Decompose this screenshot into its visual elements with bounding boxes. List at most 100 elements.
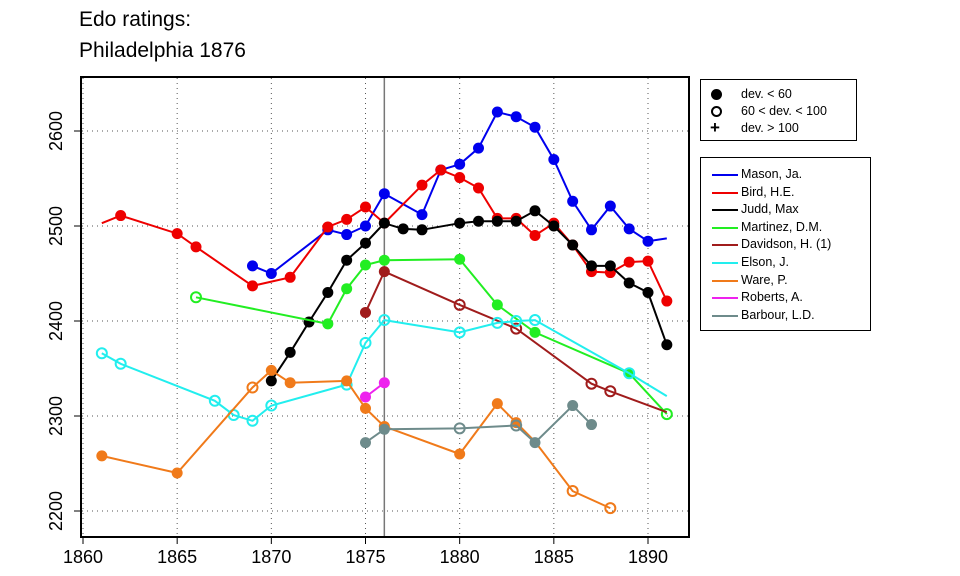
data-point-1-4: [247, 280, 258, 292]
legend-swatch: [712, 174, 738, 176]
data-point-0-16: [604, 200, 616, 212]
data-point-3-5: [454, 253, 466, 265]
data-point-0-13: [548, 154, 560, 165]
data-point-6-12: [566, 485, 579, 498]
series-4: [360, 266, 668, 414]
series-7: [360, 377, 390, 403]
data-point-0-1: [265, 268, 277, 279]
y-tick-label-2600: 2600: [46, 111, 66, 151]
plus-marker-icon: +: [710, 118, 720, 137]
data-point-0-17: [623, 223, 635, 235]
chart-title-line2: Philadelphia 1876: [79, 39, 246, 62]
legend-label: Mason, Ja.: [741, 167, 803, 181]
series-line-3: [195, 258, 668, 415]
data-point-0-12: [529, 121, 541, 133]
legend-label: Judd, Max: [741, 202, 799, 217]
data-point-8-0: [360, 437, 371, 449]
data-point-2-6: [378, 217, 390, 229]
data-point-6-1: [171, 467, 183, 479]
data-point-3-1: [322, 318, 334, 330]
legend-swatch: [712, 262, 738, 264]
data-point-2-7: [397, 223, 409, 235]
legend-label: Roberts, A.: [741, 290, 803, 305]
data-point-0-3: [341, 229, 353, 241]
data-point-2-20: [661, 339, 673, 351]
data-point-1-22: [642, 255, 654, 267]
data-point-2-19: [642, 287, 654, 298]
data-point-5-0: [95, 347, 108, 360]
data-point-0-5: [378, 188, 390, 200]
data-point-1-6: [322, 221, 334, 233]
data-point-1-1: [115, 210, 127, 222]
legend-swatch: [712, 191, 738, 194]
data-point-0-6: [416, 209, 428, 221]
legend-label: Bird, H.E.: [741, 184, 795, 199]
data-point-6-3: [265, 364, 277, 376]
filled-circle-icon: [711, 89, 722, 100]
data-point-4-5: [604, 385, 617, 398]
legend-swatch: [712, 209, 738, 212]
data-point-4-2: [453, 298, 466, 311]
legend-label: Barbour, L.D.: [741, 307, 815, 322]
legend-swatch: [712, 279, 738, 282]
data-point-6-9: [491, 398, 503, 410]
data-point-2-16: [586, 260, 597, 272]
data-point-1-3: [190, 241, 202, 253]
data-point-0-0: [247, 260, 258, 272]
data-point-1-13: [473, 182, 484, 194]
x-tick-label-1890: 1890: [628, 547, 668, 567]
data-point-0-10: [491, 106, 503, 118]
series-5: [95, 314, 668, 427]
data-point-8-3: [510, 419, 523, 432]
data-point-6-0: [96, 450, 108, 462]
data-point-1-10: [416, 179, 428, 191]
data-point-3-7: [529, 326, 541, 338]
legend-swatch: [712, 226, 738, 229]
data-point-6-5: [341, 375, 353, 387]
data-point-0-4: [360, 220, 371, 232]
data-point-2-2: [303, 316, 315, 328]
data-point-8-1: [378, 423, 390, 435]
data-point-2-13: [529, 205, 541, 217]
legend-label: Ware, P.: [741, 272, 788, 287]
data-point-1-2: [171, 228, 183, 240]
data-point-0-9: [473, 142, 484, 154]
legend-label: Martinez, D.M.: [741, 219, 823, 234]
series-3: [190, 253, 673, 421]
data-point-6-4: [284, 377, 296, 389]
legend-label: Elson, J.: [741, 255, 789, 269]
data-point-4-3: [510, 322, 523, 335]
data-point-5-11: [510, 315, 523, 327]
data-point-7-1: [378, 377, 390, 389]
data-point-4-4: [585, 377, 598, 390]
data-point-1-21: [623, 256, 635, 268]
data-point-5-8: [378, 314, 391, 327]
data-point-6-8: [454, 448, 466, 460]
data-point-2-11: [491, 215, 503, 227]
data-point-2-4: [341, 254, 353, 266]
data-point-5-10: [491, 316, 504, 329]
data-point-0-11: [510, 111, 522, 123]
data-point-1-23: [661, 295, 673, 307]
data-point-8-2: [453, 422, 466, 435]
data-point-3-3: [360, 259, 371, 271]
y-tick-label-2200: 2200: [46, 491, 66, 531]
data-point-3-9: [660, 408, 673, 421]
x-tick-label-1865: 1865: [157, 547, 197, 567]
data-point-2-14: [548, 220, 560, 232]
data-point-8-4: [529, 437, 541, 449]
data-point-2-15: [567, 239, 579, 251]
data-point-2-5: [360, 237, 371, 249]
y-tick-label-2400: 2400: [46, 301, 66, 341]
symbol-legend-label: 60 < dev. < 100: [741, 104, 827, 118]
series-8: [360, 400, 597, 449]
legend-swatch: [712, 314, 738, 317]
data-point-2-1: [284, 346, 296, 358]
data-point-5-4: [246, 414, 259, 427]
data-point-0-18: [642, 235, 654, 247]
data-point-5-7: [359, 336, 372, 349]
data-point-5-9: [453, 326, 466, 339]
series-line-8: [364, 404, 593, 444]
data-point-4-0: [360, 306, 371, 318]
series-0: [247, 106, 667, 279]
